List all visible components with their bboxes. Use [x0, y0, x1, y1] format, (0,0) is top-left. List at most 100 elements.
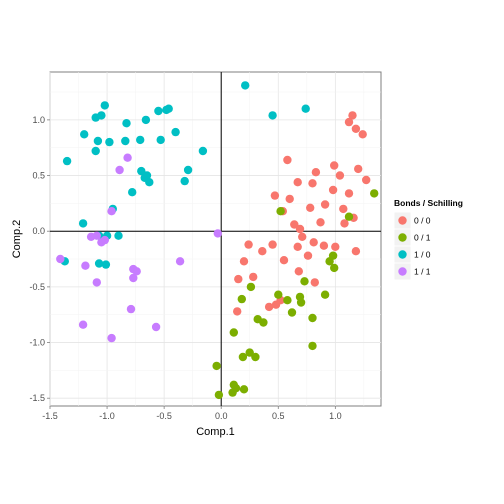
data-point-2-3 [241, 81, 250, 90]
data-point-2-5 [154, 106, 163, 116]
data-point-2-10 [122, 119, 131, 128]
data-point-2-29 [78, 219, 88, 228]
data-point-1-6 [300, 277, 309, 286]
data-point-2-24 [142, 171, 152, 180]
data-point-2-19 [198, 146, 208, 156]
data-point-2-16 [93, 136, 103, 146]
x-tick-label: 0.5 [272, 411, 285, 421]
x-axis-title: Comp.1 [196, 426, 235, 438]
data-point-1-28 [214, 390, 224, 400]
data-point-1-26 [239, 385, 249, 394]
data-point-2-15 [156, 135, 165, 145]
data-point-0-12 [328, 185, 338, 195]
data-point-0-36 [239, 257, 249, 266]
legend-label: 0 / 1 [414, 233, 431, 243]
y-tick-label: 0.5 [32, 171, 45, 181]
data-point-1-12 [295, 292, 305, 302]
legend-item: 0 / 1 [393, 228, 431, 247]
data-point-2-14 [136, 135, 145, 145]
data-point-1-20 [245, 348, 254, 357]
data-point-0-6 [311, 168, 321, 177]
data-point-2-13 [121, 136, 130, 146]
data-point-1-5 [325, 257, 334, 266]
data-point-0-19 [339, 204, 348, 214]
data-point-0-29 [258, 247, 267, 256]
data-point-2-0 [100, 101, 110, 110]
data-point-1-7 [246, 282, 256, 292]
data-point-2-25 [180, 176, 189, 186]
data-point-0-35 [279, 256, 289, 265]
data-point-2-17 [105, 137, 114, 147]
data-point-0-10 [335, 171, 345, 180]
data-point-3-10 [81, 261, 90, 270]
data-point-0-8 [362, 175, 371, 185]
data-point-0-42 [264, 302, 274, 312]
data-point-0-38 [234, 274, 243, 284]
data-point-1-0 [370, 189, 379, 198]
data-point-2-20 [62, 156, 72, 166]
data-point-3-18 [107, 333, 116, 343]
data-point-0-30 [293, 242, 302, 251]
y-tick-label: -1.5 [29, 393, 45, 403]
x-tick-label: -1.0 [99, 411, 115, 421]
data-point-3-2 [107, 207, 116, 216]
data-point-2-11 [171, 127, 180, 137]
data-point-0-22 [295, 224, 305, 234]
data-point-0-13 [344, 189, 354, 198]
data-point-1-16 [287, 308, 297, 317]
legend-items: 0 / 0 0 / 1 1 / 0 1 / 1 [393, 211, 431, 281]
data-point-3-15 [126, 304, 136, 314]
data-point-2-9 [141, 115, 151, 125]
legend-swatch [398, 216, 407, 225]
data-point-0-26 [309, 238, 318, 247]
data-point-2-7 [164, 104, 173, 113]
data-point-2-35 [94, 259, 104, 268]
legend-label: 1 / 1 [414, 267, 431, 277]
legend-swatch [398, 267, 407, 276]
x-tick-label: 0.0 [215, 411, 228, 421]
data-point-0-16 [306, 203, 315, 212]
x-tick-label: -1.5 [42, 411, 58, 421]
data-point-2-34 [101, 260, 111, 269]
data-point-3-3 [213, 229, 222, 238]
y-tick-label: -1.0 [29, 338, 45, 348]
data-point-1-19 [308, 341, 317, 351]
x-tick-label: -0.5 [156, 411, 172, 421]
data-point-2-8 [268, 111, 277, 120]
x-tick-label: 1.0 [329, 411, 342, 421]
data-point-2-21 [137, 166, 146, 176]
data-point-2-12 [80, 130, 89, 139]
data-point-1-15 [259, 318, 268, 327]
data-point-2-4 [301, 104, 310, 113]
y-axis-title: Comp.2 [11, 220, 23, 259]
data-point-0-17 [320, 200, 330, 209]
legend-swatch [398, 233, 407, 242]
data-point-3-12 [132, 267, 141, 276]
data-point-3-13 [129, 273, 138, 283]
data-point-0-34 [303, 251, 313, 260]
data-point-2-26 [145, 178, 154, 187]
data-point-0-14 [270, 191, 280, 200]
data-point-3-1 [115, 165, 124, 175]
data-point-0-21 [290, 220, 299, 229]
data-point-1-11 [283, 296, 292, 305]
data-point-1-2 [276, 207, 285, 216]
data-point-2-2 [97, 111, 106, 120]
data-point-0-3 [358, 130, 367, 139]
data-point-0-2 [351, 124, 361, 133]
data-point-1-27 [228, 388, 237, 397]
data-point-0-40 [310, 278, 319, 287]
data-point-3-7 [86, 232, 96, 241]
data-point-0-27 [244, 240, 253, 249]
data-point-0-32 [331, 242, 340, 251]
data-point-3-0 [123, 153, 132, 162]
y-tick-label: 0.0 [32, 226, 45, 236]
data-point-1-8 [274, 290, 283, 299]
data-point-0-4 [283, 155, 292, 165]
data-point-0-25 [298, 232, 307, 241]
data-point-0-28 [268, 240, 277, 249]
data-point-0-39 [249, 272, 258, 282]
data-point-0-23 [316, 218, 325, 227]
legend-item: 1 / 1 [393, 262, 431, 281]
